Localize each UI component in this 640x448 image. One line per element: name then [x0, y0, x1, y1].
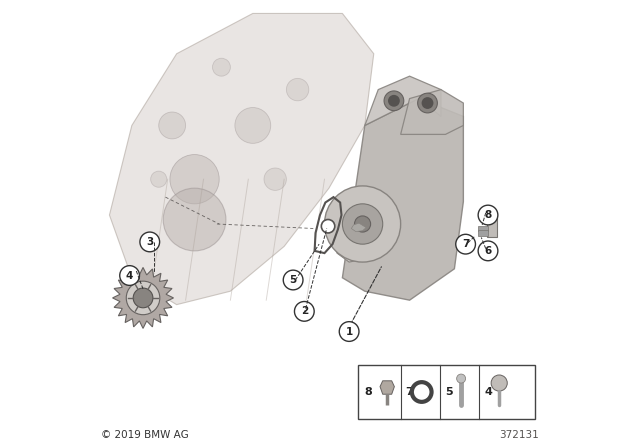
Circle shape	[418, 93, 437, 113]
Circle shape	[133, 288, 153, 308]
Text: © 2019 BMW AG: © 2019 BMW AG	[101, 431, 189, 440]
Text: 7: 7	[405, 387, 413, 397]
Circle shape	[235, 108, 271, 143]
Text: 7: 7	[462, 239, 469, 249]
Polygon shape	[333, 206, 360, 262]
Circle shape	[321, 220, 335, 233]
Circle shape	[212, 58, 230, 76]
Circle shape	[384, 91, 404, 111]
Circle shape	[355, 216, 371, 232]
Circle shape	[150, 171, 167, 187]
Polygon shape	[380, 381, 394, 394]
Polygon shape	[478, 230, 488, 236]
Circle shape	[140, 232, 159, 252]
Circle shape	[456, 234, 476, 254]
FancyBboxPatch shape	[358, 365, 535, 419]
Polygon shape	[478, 226, 488, 231]
Circle shape	[478, 205, 498, 225]
Circle shape	[422, 97, 433, 109]
Polygon shape	[113, 267, 173, 328]
Circle shape	[163, 188, 226, 251]
Circle shape	[491, 375, 508, 391]
Circle shape	[388, 95, 400, 107]
Circle shape	[339, 322, 359, 341]
Circle shape	[287, 78, 309, 101]
Polygon shape	[401, 90, 463, 134]
Text: 6: 6	[484, 246, 492, 256]
Text: 4: 4	[126, 271, 133, 280]
Circle shape	[264, 168, 287, 190]
Text: 5: 5	[289, 275, 297, 285]
Circle shape	[120, 266, 140, 285]
Circle shape	[456, 374, 466, 383]
Text: 4: 4	[484, 387, 492, 397]
Circle shape	[294, 302, 314, 321]
Polygon shape	[342, 99, 463, 300]
Circle shape	[159, 112, 186, 139]
Text: 1: 1	[346, 327, 353, 336]
Circle shape	[324, 186, 401, 262]
Polygon shape	[365, 76, 441, 125]
Circle shape	[170, 155, 219, 204]
Polygon shape	[109, 13, 374, 305]
Text: 8: 8	[484, 210, 492, 220]
Text: 8: 8	[364, 387, 372, 397]
Polygon shape	[487, 217, 497, 237]
Text: 372131: 372131	[499, 431, 539, 440]
Circle shape	[478, 241, 498, 261]
Polygon shape	[351, 223, 366, 232]
Circle shape	[342, 204, 383, 244]
Text: 5: 5	[445, 387, 452, 397]
Text: 2: 2	[301, 306, 308, 316]
Circle shape	[284, 270, 303, 290]
Text: 3: 3	[146, 237, 154, 247]
Circle shape	[126, 281, 160, 314]
